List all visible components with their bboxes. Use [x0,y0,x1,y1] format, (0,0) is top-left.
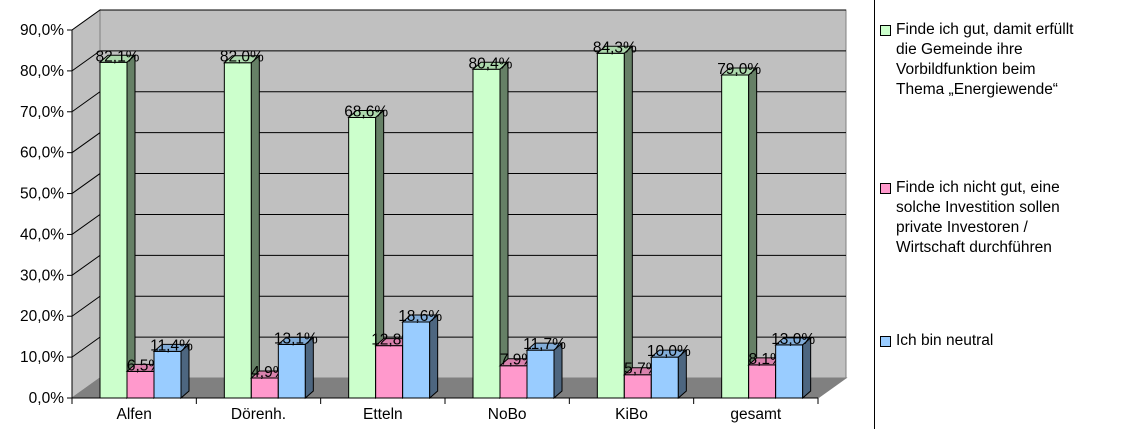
bar-side [250,54,260,400]
data-label: 13,0% [771,331,815,348]
y-tick-label: 20,0% [20,308,64,325]
data-label: 68,6% [344,104,388,121]
bar [348,117,377,399]
data-label: 6,5% [127,357,163,374]
y-tick-label: 30,0% [20,267,64,284]
bar [472,68,501,399]
bar-side [553,342,563,400]
x-tick-label: Dörenh. [231,406,286,423]
bar-side [623,45,633,400]
legend: Finde ich gut, damit erfüllt die Gemeind… [874,0,1128,429]
bar [402,321,431,399]
data-label: 13,1% [274,330,318,347]
data-label: 82,0% [220,49,264,66]
bar [748,364,777,399]
x-tick-label: Alfen [116,406,151,423]
y-tick-label: 60,0% [20,145,64,162]
y-tick-label: 80,0% [20,63,64,80]
legend-label-good: Finde ich gut, damit erfüllt die Gemeind… [896,21,1074,98]
legend-label-not-good: Finde ich nicht gut, eine solche Investi… [896,179,1060,256]
legend-swatch-neutral [880,336,891,347]
y-tick-label: 10,0% [20,349,64,366]
bar [526,349,555,399]
y-tick-label: 90,0% [20,22,64,39]
data-label: 18,6% [398,308,442,325]
data-label: 10,0% [647,343,691,360]
bar [721,74,750,399]
data-label: 11,4% [150,337,193,354]
bar [126,370,155,399]
legend-label-neutral: Ich bin neutral [896,332,994,349]
x-tick-label: KiBo [615,406,648,423]
bar-side [429,313,439,400]
y-tick-label: 40,0% [20,226,64,243]
data-label: 5,7% [624,361,660,378]
y-tick-label: 0,0% [29,390,65,407]
bar-side [180,343,190,400]
bar [775,344,804,399]
data-label: 80,4% [469,55,513,72]
bar-side [499,61,509,400]
data-label: 7,9% [500,352,536,369]
y-gridline [71,50,846,72]
data-label: 79,0% [717,61,761,78]
data-label: 84,3% [593,39,637,56]
x-tick-label: gesamt [730,406,782,423]
bar [596,52,625,399]
bar [99,61,128,399]
data-label: 11,7% [523,336,566,353]
bar [250,377,279,399]
bar-side [802,336,812,400]
bar-side [304,336,314,400]
legend-swatch-good [880,25,891,36]
data-label: 8,1% [748,351,784,368]
bar [499,365,528,399]
bar [223,62,252,399]
bar [623,374,652,399]
x-tick-label: Etteln [363,406,403,423]
x-tick-label: NoBo [488,406,527,423]
bar [375,345,404,399]
legend-swatch-not-good [880,183,891,194]
y-gridline [71,9,846,31]
y-tick-label: 70,0% [20,104,64,121]
y-tick-label: 50,0% [20,186,64,203]
data-label: 4,9% [251,364,287,381]
bar [153,350,182,399]
bar [277,343,306,399]
bar-side [126,54,136,400]
bar-side [748,66,758,400]
bar [650,356,679,399]
bar-side [677,349,687,400]
data-label: 82,1% [96,48,140,65]
